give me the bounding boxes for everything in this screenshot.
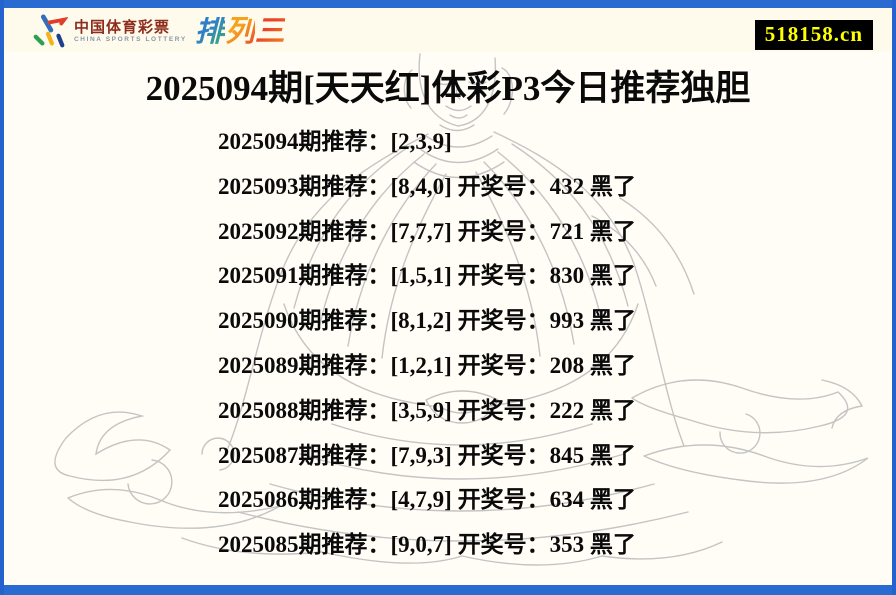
recommendation-row: 2025093期推荐：[8,4,0] 开奖号：432 黑了 (218, 165, 636, 210)
product-char: 排 (194, 15, 225, 48)
brand-name-en: CHINA SPORTS LOTTERY (74, 36, 187, 44)
top-blue-bar (4, 0, 892, 8)
row-draw-result: 开奖号：993 黑了 (451, 308, 636, 334)
recommendation-row: 2025089期推荐：[1,2,1] 开奖号：208 黑了 (218, 344, 636, 389)
row-numbers: [9,0,7] (390, 532, 452, 558)
row-period-label: 2025087期推荐： (218, 442, 391, 468)
brand-logo[interactable]: 中国体育彩票 CHINA SPORTS LOTTERY 排 列 三 (30, 14, 285, 50)
row-numbers: [3,5,9] (390, 397, 452, 423)
product-char: 三 (254, 15, 285, 48)
row-numbers: [1,2,1] (390, 352, 452, 378)
row-period-label: 2025090期推荐： (218, 308, 391, 334)
row-period-label: 2025094期推荐： (218, 129, 391, 154)
row-numbers: [2,3,9] (390, 129, 452, 154)
brand-product-name: 排 列 三 (195, 17, 285, 47)
row-draw-result: 开奖号：721 黑了 (451, 218, 636, 244)
recommendation-row: 2025087期推荐：[7,9,3] 开奖号：845 黑了 (218, 434, 636, 479)
recommendation-row: 2025094期推荐：[2,3,9] (218, 120, 636, 165)
row-draw-result: 开奖号：845 黑了 (451, 442, 636, 468)
recommendation-list: 2025094期推荐：[2,3,9] 2025093期推荐：[8,4,0] 开奖… (218, 120, 636, 568)
row-period-label: 2025091期推荐： (218, 263, 391, 289)
row-numbers: [7,7,7] (390, 218, 452, 244)
row-draw-result: 开奖号：634 黑了 (451, 487, 636, 513)
recommendation-row: 2025086期推荐：[4,7,9] 开奖号：634 黑了 (218, 478, 636, 523)
sports-lottery-logo-icon (33, 14, 68, 48)
row-numbers: [7,9,3] (390, 442, 452, 468)
row-numbers: [8,4,0] (390, 173, 452, 199)
row-numbers: [8,1,2] (390, 308, 452, 334)
recommendation-row: 2025085期推荐：[9,0,7] 开奖号：353 黑了 (218, 523, 636, 568)
site-url-badge[interactable]: 518158.cn (754, 20, 873, 50)
row-period-label: 2025089期推荐： (218, 352, 391, 378)
row-numbers: [4,7,9] (390, 487, 452, 513)
brand-names: 中国体育彩票 CHINA SPORTS LOTTERY (74, 20, 187, 44)
bottom-blue-bar (4, 585, 892, 595)
row-draw-result: 开奖号：222 黑了 (451, 397, 636, 423)
page-title: 2025094期[天天红]体彩P3今日推荐独胆 (145, 69, 751, 108)
brand-name-cn: 中国体育彩票 (74, 19, 171, 37)
site-header: 中国体育彩票 CHINA SPORTS LOTTERY 排 列 三 518158… (4, 8, 892, 52)
product-char: 列 (224, 15, 255, 48)
recommendation-row: 2025091期推荐：[1,5,1] 开奖号：830 黑了 (218, 254, 636, 299)
row-draw-result: 开奖号：432 黑了 (451, 173, 636, 199)
recommendation-row: 2025092期推荐：[7,7,7] 开奖号：721 黑了 (218, 210, 636, 255)
recommendation-row: 2025088期推荐：[3,5,9] 开奖号：222 黑了 (218, 389, 636, 434)
recommendation-row: 2025090期推荐：[8,1,2] 开奖号：993 黑了 (218, 299, 636, 344)
row-draw-result: 开奖号：353 黑了 (451, 532, 636, 558)
row-period-label: 2025086期推荐： (218, 487, 391, 513)
row-period-label: 2025085期推荐： (218, 532, 391, 558)
row-draw-result: 开奖号：208 黑了 (451, 352, 636, 378)
row-numbers: [1,5,1] (390, 263, 452, 289)
row-draw-result: 开奖号：830 黑了 (451, 263, 636, 289)
row-period-label: 2025088期推荐： (218, 397, 391, 423)
row-period-label: 2025092期推荐： (218, 218, 391, 244)
row-period-label: 2025093期推荐： (218, 173, 391, 199)
